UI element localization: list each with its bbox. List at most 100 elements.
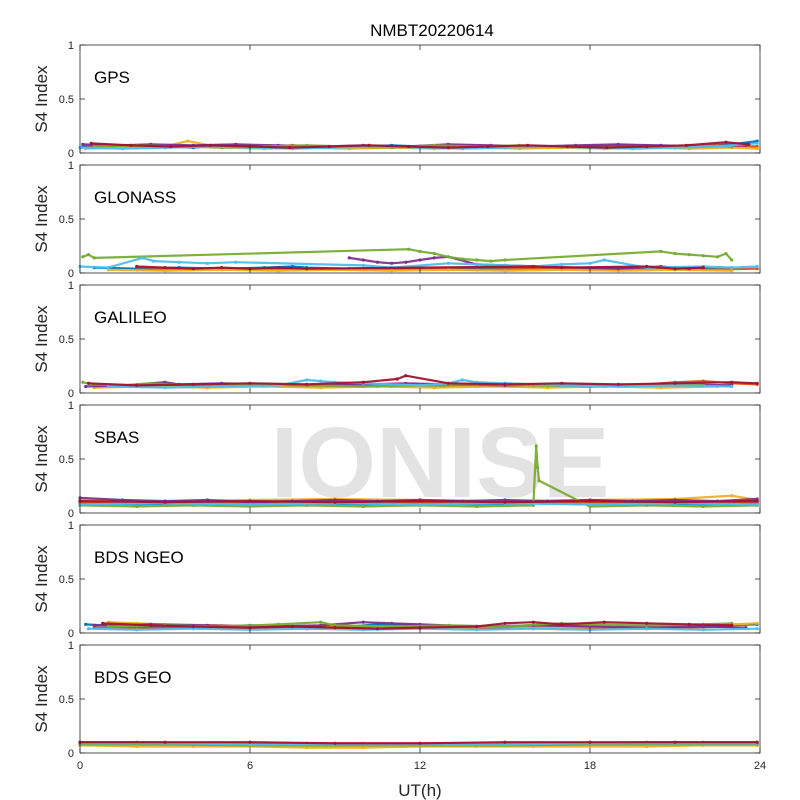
data-point	[560, 266, 564, 270]
data-point	[531, 620, 535, 624]
data-point	[407, 144, 411, 149]
data-point	[526, 143, 530, 147]
data-point	[755, 502, 759, 506]
data-point	[503, 742, 507, 747]
data-point	[220, 384, 224, 389]
data-point	[645, 264, 649, 269]
data-point	[605, 146, 609, 150]
data-point	[305, 746, 309, 750]
data-point	[503, 258, 507, 262]
data-point	[106, 268, 110, 272]
data-point	[248, 499, 252, 503]
data-point	[120, 147, 125, 151]
data-point	[687, 253, 691, 257]
data-point	[361, 746, 365, 750]
data-point	[565, 144, 569, 149]
data-point	[730, 269, 734, 273]
data-point	[177, 260, 181, 264]
series-line	[135, 265, 705, 270]
data-point	[135, 628, 139, 632]
data-point	[149, 623, 153, 628]
y-tick-label: 0.5	[59, 574, 74, 586]
data-point	[503, 382, 507, 386]
data-point	[327, 144, 331, 149]
y-axis-label: S4 Index	[32, 305, 51, 373]
panel-5: 0 0.5 1 0 6 12 18 24 BDS GEO S4 Index	[32, 640, 766, 772]
data-point	[755, 141, 759, 145]
data-point	[361, 620, 365, 624]
data-point	[418, 258, 422, 262]
y-tick-label: 1	[68, 280, 74, 292]
data-point	[191, 627, 195, 631]
panel-background	[80, 405, 760, 513]
data-point	[186, 139, 190, 143]
panel-label: GPS	[94, 68, 130, 87]
panel-background	[80, 45, 760, 153]
data-point	[475, 504, 479, 509]
data-point	[361, 258, 365, 262]
x-tick-label: 6	[247, 760, 253, 772]
data-point	[106, 624, 110, 629]
series-line	[87, 627, 759, 631]
data-point	[395, 377, 399, 381]
data-point	[319, 620, 323, 624]
data-point	[475, 624, 479, 629]
data-point	[169, 144, 173, 149]
data-point	[446, 268, 450, 272]
series-group	[78, 444, 759, 509]
data-point	[489, 259, 493, 263]
data-point	[475, 258, 479, 262]
data-point	[475, 628, 479, 632]
data-point	[361, 380, 365, 384]
series-line	[78, 444, 759, 508]
data-point	[755, 499, 759, 503]
data-point	[503, 269, 507, 273]
data-point	[404, 374, 408, 378]
y-tick-label: 0.5	[59, 694, 74, 706]
panel-label: BDS GEO	[94, 668, 171, 687]
y-axis-label: S4 Index	[32, 185, 51, 253]
data-point	[730, 623, 734, 628]
data-point	[755, 144, 759, 149]
data-point	[418, 249, 422, 253]
data-point	[135, 744, 139, 749]
data-point	[191, 267, 195, 271]
data-point	[673, 500, 677, 504]
series-group	[81, 374, 759, 390]
data-point	[248, 381, 252, 385]
data-point	[588, 502, 592, 506]
data-point	[163, 386, 167, 390]
data-point	[730, 266, 734, 270]
data-point	[755, 264, 759, 269]
panel-label: BDS NGEO	[94, 548, 184, 567]
data-point	[755, 139, 759, 143]
data-point	[659, 249, 663, 253]
data-point	[659, 386, 663, 390]
data-point	[730, 380, 734, 384]
data-point	[673, 740, 677, 744]
data-point	[361, 504, 365, 509]
data-point	[276, 266, 280, 270]
data-point	[588, 740, 592, 744]
data-point	[305, 378, 309, 382]
data-point	[92, 256, 96, 260]
data-point	[432, 256, 436, 260]
data-point	[503, 621, 507, 625]
data-point	[361, 384, 365, 389]
panel-2: 0 0.5 1 GALILEO S4 Index	[32, 280, 761, 400]
data-point	[531, 264, 535, 269]
data-point	[602, 258, 606, 262]
data-point	[84, 622, 88, 627]
data-point	[687, 622, 691, 627]
data-point	[645, 744, 649, 749]
data-point	[86, 627, 91, 631]
data-point	[361, 263, 365, 267]
data-point	[208, 143, 212, 147]
data-point	[537, 479, 541, 483]
data-point	[84, 384, 88, 389]
data-point	[460, 257, 465, 261]
panel-background	[80, 525, 760, 633]
series-group	[78, 139, 759, 151]
